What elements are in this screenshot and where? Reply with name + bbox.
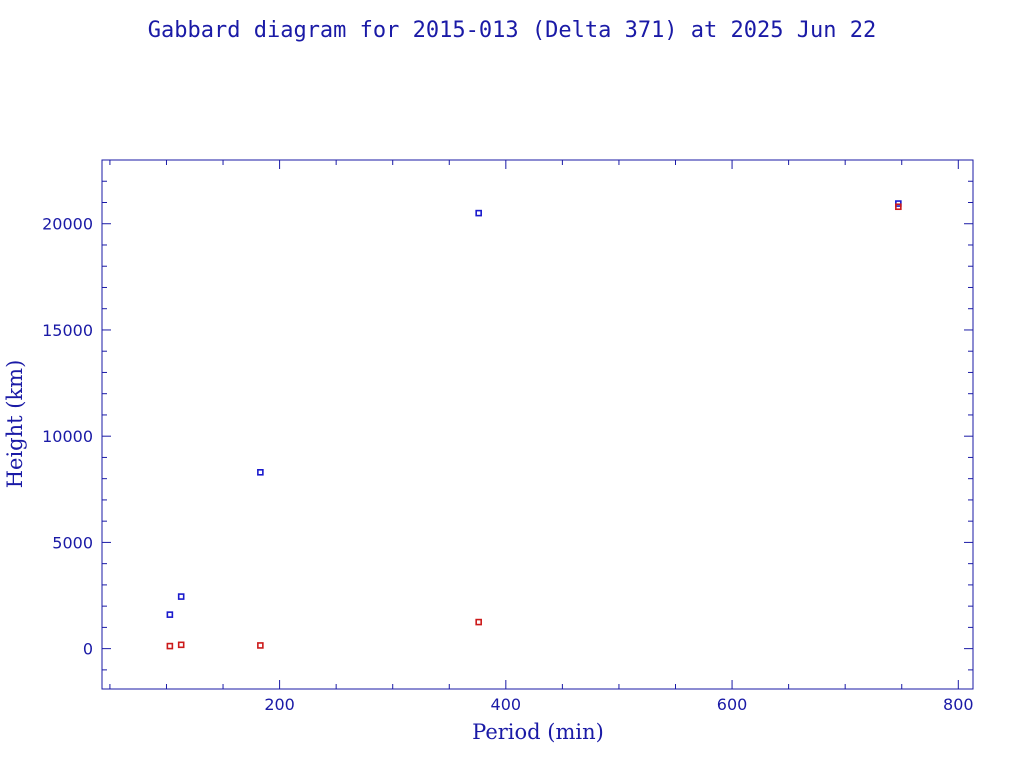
plot-frame bbox=[101, 159, 974, 690]
perigee-point bbox=[177, 641, 185, 649]
apogee-point bbox=[177, 593, 185, 600]
y-tick-label: 0 bbox=[83, 640, 93, 659]
y-axis-label: Height (km) bbox=[3, 360, 27, 489]
x-tick-label: 200 bbox=[264, 695, 295, 714]
axis-ticks bbox=[102, 159, 973, 689]
x-tick-label: 600 bbox=[717, 695, 748, 714]
perigee-point bbox=[895, 203, 902, 211]
x-tick-label: 400 bbox=[491, 695, 522, 714]
apogee-point bbox=[166, 611, 174, 618]
y-tick-label: 10000 bbox=[42, 427, 93, 446]
x-tick-label: 800 bbox=[943, 695, 974, 714]
data-points bbox=[166, 200, 902, 650]
perigee-point bbox=[475, 618, 482, 626]
y-tick-label: 20000 bbox=[42, 215, 93, 234]
axis-tick-labels: 200 400 600 800 0 5000 10000 15000 20000 bbox=[42, 215, 973, 714]
chart-title: Gabbard diagram for 2015-013 (Delta 371)… bbox=[148, 18, 876, 43]
apogee-point bbox=[475, 209, 482, 217]
perigee-point bbox=[257, 642, 264, 649]
perigee-point bbox=[166, 642, 174, 650]
y-tick-label: 5000 bbox=[52, 533, 93, 552]
x-axis-label: Period (min) bbox=[472, 720, 604, 744]
y-tick-label: 15000 bbox=[42, 321, 93, 340]
apogee-point bbox=[257, 469, 264, 476]
